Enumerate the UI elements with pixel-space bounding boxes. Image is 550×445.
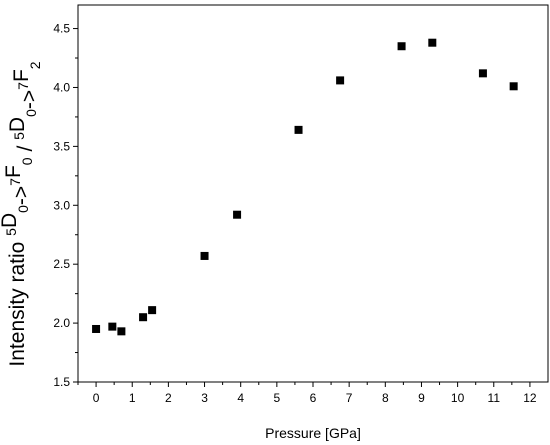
data-point <box>148 306 157 315</box>
plot-border <box>77 4 549 383</box>
y-axis-label-part: -> <box>10 186 33 205</box>
y-tick-label: 3.0 <box>53 198 70 212</box>
y-axis-label-part: F <box>10 69 33 82</box>
y-axis-label-part: -> <box>18 90 41 109</box>
x-tick-label: 10 <box>451 391 465 405</box>
data-point <box>108 322 117 331</box>
x-tick-label: 4 <box>237 391 244 405</box>
x-axis-ticks: 0 1 2 3 4 5 6 7 8 9 10 11 12 <box>77 382 537 405</box>
x-tick-label: 6 <box>310 391 317 405</box>
x-tick-label: 12 <box>523 391 537 405</box>
x-tick-label: 9 <box>418 391 425 405</box>
data-point <box>233 210 242 219</box>
y-tick-label: 2.5 <box>53 257 70 271</box>
x-tick-label: 1 <box>129 391 136 405</box>
y-axis-label-part: 7 <box>7 178 23 186</box>
x-tick-label: 0 <box>93 391 100 405</box>
y-axis-label-part: / <box>14 140 37 158</box>
data-point <box>336 76 345 85</box>
y-axis-label-part: D <box>0 213 21 228</box>
data-points <box>92 38 518 336</box>
data-point <box>478 69 487 78</box>
y-axis-label-part: F <box>2 165 25 178</box>
y-axis-label-part: D <box>6 117 29 132</box>
y-axis-label: Intensity ratio 5D0->7F0 / 5D0->7F2 <box>0 61 43 366</box>
plot-frame <box>77 4 549 383</box>
y-axis-label-part: 2 <box>27 61 43 69</box>
x-tick-label: 2 <box>165 391 172 405</box>
data-point <box>509 82 518 91</box>
y-tick-label: 1.5 <box>53 375 70 389</box>
y-axis-label-part: 5 <box>3 228 19 236</box>
x-tick-label: 5 <box>274 391 281 405</box>
y-tick-label: 4.0 <box>53 80 70 94</box>
data-point <box>117 327 126 336</box>
y-axis-label-part: 0 <box>23 109 39 117</box>
x-tick-label: 7 <box>346 391 353 405</box>
y-tick-label: 3.5 <box>53 139 70 153</box>
x-tick-label: 3 <box>201 391 208 405</box>
data-point <box>397 42 406 51</box>
data-point <box>139 313 148 322</box>
y-axis-ticks: 1.5 2.0 2.5 3.0 3.5 4.0 4.5 <box>53 22 78 389</box>
x-tick-label: 11 <box>488 391 501 405</box>
y-axis-label-part: 7 <box>15 82 31 90</box>
y-axis-label-part: 0 <box>15 205 31 213</box>
data-point <box>294 125 303 134</box>
y-tick-label: 2.0 <box>53 316 70 330</box>
x-tick-label: 8 <box>382 391 389 405</box>
data-point <box>428 38 437 47</box>
data-point <box>92 324 101 333</box>
y-axis-label-part: 5 <box>11 132 27 140</box>
data-point <box>200 251 209 260</box>
y-tick-label: 4.5 <box>53 22 70 36</box>
y-axis-label-part: Intensity ratio <box>6 236 29 367</box>
y-axis-label-part: 0 <box>19 157 35 165</box>
x-axis-label: Pressure [GPa] <box>265 425 361 441</box>
